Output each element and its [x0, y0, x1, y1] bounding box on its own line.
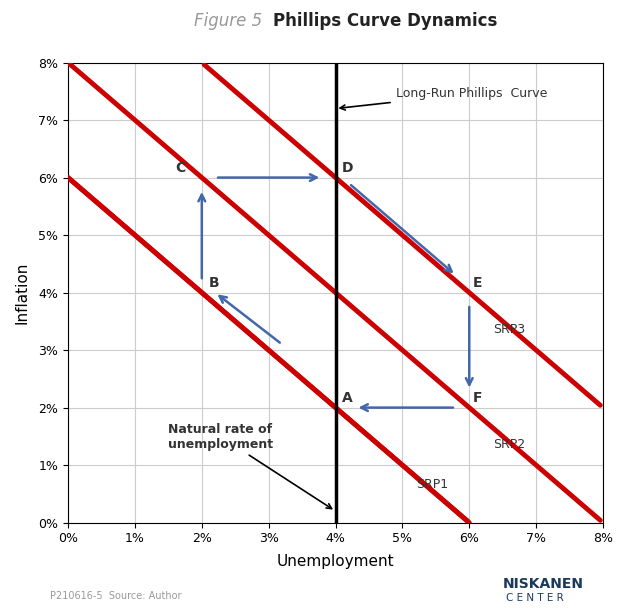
- Text: Long-Run Phillips  Curve: Long-Run Phillips Curve: [340, 87, 547, 110]
- Text: C E N T E R: C E N T E R: [506, 593, 563, 603]
- X-axis label: Unemployment: Unemployment: [277, 554, 394, 568]
- Text: C: C: [175, 161, 185, 175]
- Text: B: B: [208, 276, 219, 290]
- Y-axis label: Inflation: Inflation: [15, 261, 30, 324]
- Text: E: E: [473, 276, 482, 290]
- Text: A: A: [342, 391, 353, 405]
- Text: NISKANEN: NISKANEN: [502, 577, 583, 591]
- Text: Natural rate of
unemployment: Natural rate of unemployment: [168, 423, 332, 509]
- Text: D: D: [342, 161, 354, 175]
- Text: SRP2: SRP2: [493, 438, 525, 451]
- Text: SRP1: SRP1: [416, 478, 448, 491]
- Text: P210616-5  Source: Author: P210616-5 Source: Author: [50, 591, 181, 601]
- Text: Figure 5: Figure 5: [195, 12, 273, 30]
- Text: SRP3: SRP3: [493, 323, 525, 336]
- Text: Phillips Curve Dynamics: Phillips Curve Dynamics: [273, 12, 497, 30]
- Text: F: F: [473, 391, 482, 405]
